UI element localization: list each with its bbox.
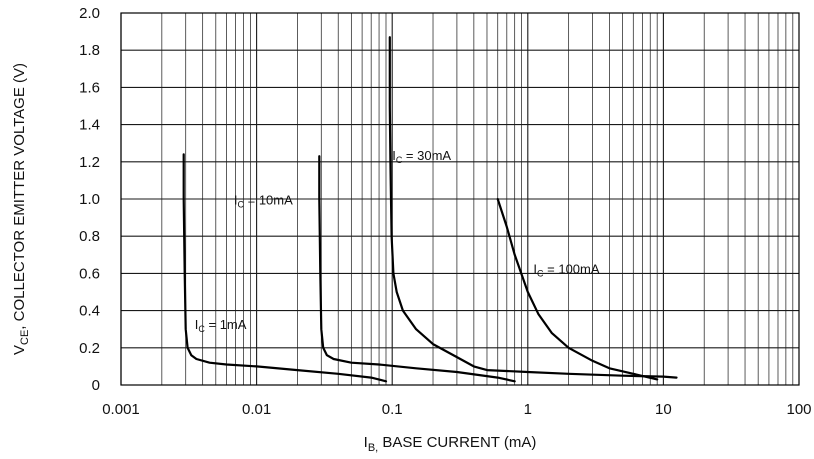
y-axis-label-main: V: [11, 345, 28, 355]
y-tick-label: 1.8: [79, 42, 100, 59]
series-curve: [318, 155, 516, 383]
y-axis-label-sub: CE: [19, 330, 31, 345]
series-curve: [496, 197, 659, 381]
y-tick-label: 0.2: [79, 340, 100, 357]
y-tick-label: 1.2: [79, 154, 100, 171]
y-tick-label: 0.4: [79, 303, 100, 320]
y-tick-label: 0: [92, 377, 100, 394]
x-tick-label: 0.01: [242, 401, 271, 418]
y-tick-label: 1.4: [79, 117, 100, 134]
x-tick-label: 10: [655, 401, 672, 418]
series-curve: [388, 36, 678, 379]
y-tick-label: 1.0: [79, 191, 100, 208]
x-tick-label: 0.001: [102, 401, 140, 418]
series-labels: IC = 1mA IC = 10mA IC = 30mA IC = 100mA: [195, 148, 600, 334]
y-tick-label: 2.0: [79, 5, 100, 22]
series-label: IC = 30mA: [392, 148, 451, 165]
series-label: IC = 10mA: [234, 193, 293, 210]
x-axis-label-main: I: [364, 434, 368, 451]
tick-labels: 0.001 0.01 0.1 1 10 100 0 0.2 0.4 0.6 0.8 1.0 1.2 1.4…: [79, 5, 811, 418]
series-label: IC = 100mA: [533, 261, 599, 278]
x-axis-label: IB, BASE CURRENT (mA): [364, 434, 537, 454]
series-label: IC = 1mA: [195, 317, 247, 334]
x-tick-label: 1: [524, 401, 532, 418]
grid: [120, 12, 800, 386]
series-curve: [182, 153, 388, 383]
x-axis-label-sub: B,: [368, 442, 378, 454]
curves: [182, 36, 678, 383]
y-axis-label: VCE, COLLECTOR EMITTER VOLTAGE (V): [11, 63, 31, 355]
x-tick-label: 100: [786, 401, 811, 418]
y-tick-label: 0.6: [79, 265, 100, 282]
x-tick-label: 0.1: [382, 401, 403, 418]
y-tick-label: 1.6: [79, 79, 100, 96]
x-axis-label-rest: BASE CURRENT (mA): [378, 434, 536, 451]
plot-frame: [120, 12, 800, 386]
y-axis-label-rest: , COLLECTOR EMITTER VOLTAGE (V): [11, 63, 28, 330]
y-tick-label: 0.8: [79, 228, 100, 245]
